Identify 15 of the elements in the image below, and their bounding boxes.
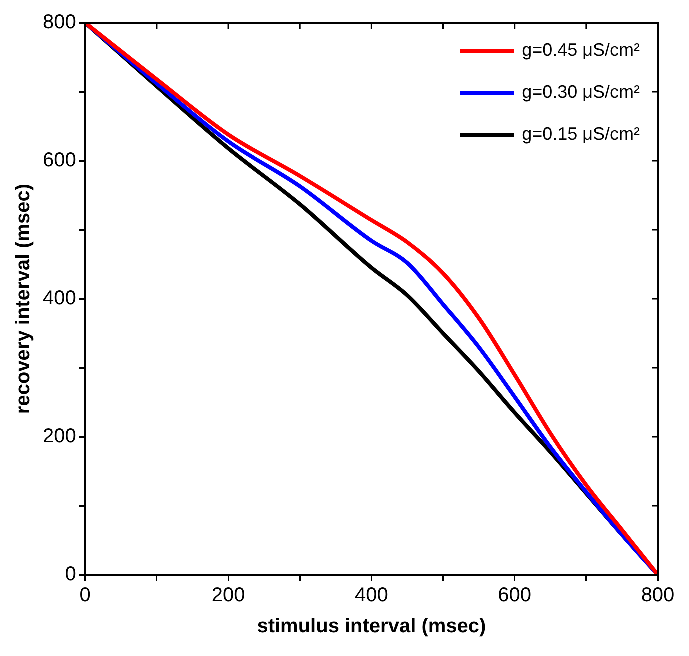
y-tick-label: 200 xyxy=(42,426,76,448)
y-tick-label: 600 xyxy=(42,150,76,172)
x-tick-label: 600 xyxy=(498,584,532,607)
legend-label: g=0.15 μS/cm² xyxy=(522,124,640,144)
x-tick-label: 800 xyxy=(641,584,675,607)
legend-label: g=0.45 μS/cm² xyxy=(522,40,640,60)
y-tick-label: 800 xyxy=(42,12,76,34)
x-tick-label: 200 xyxy=(212,584,246,607)
x-tick-label: 400 xyxy=(354,584,388,607)
x-tick-label: 0 xyxy=(80,584,91,607)
y-tick-label: 400 xyxy=(42,288,76,310)
legend-label: g=0.30 μS/cm² xyxy=(522,82,640,102)
y-tick-label: 0 xyxy=(65,564,76,586)
y-axis-title: recovery interval (msec) xyxy=(12,184,35,414)
x-axis-title: stimulus interval (msec) xyxy=(257,616,486,638)
